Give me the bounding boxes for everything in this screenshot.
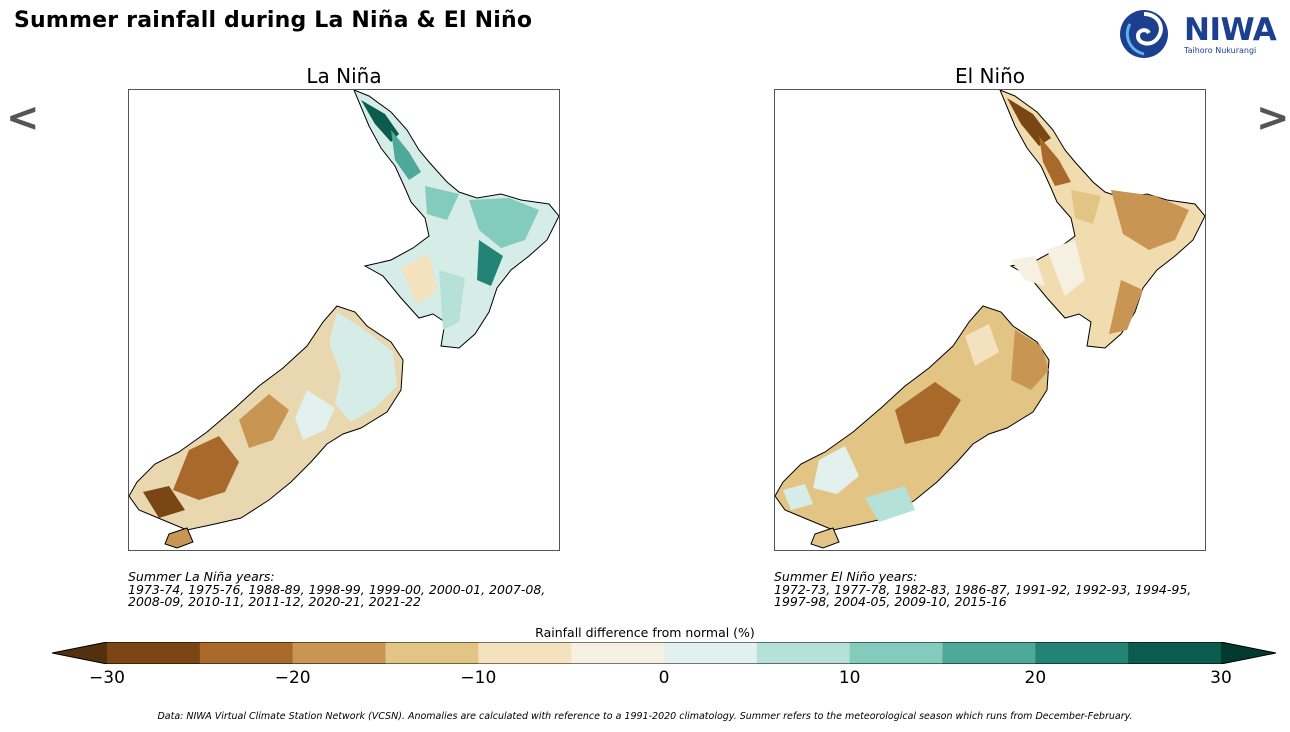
- colorbar-segment: [942, 642, 1036, 664]
- colorbar-tick-label: 0: [658, 668, 670, 688]
- colorbar-segment: [1035, 642, 1129, 664]
- colorbar-segment: [849, 642, 943, 664]
- colorbar-segment: [756, 642, 851, 664]
- el-nino-years: Summer El Niño years: 1972-73, 1977-78, …: [774, 569, 1254, 609]
- colorbar-tick-label: 10: [838, 668, 861, 688]
- colorbar-segment: [1128, 642, 1222, 664]
- colorbar-segment: [385, 642, 479, 664]
- colorbar-segment: [107, 642, 201, 664]
- previous-arrow-icon[interactable]: <: [6, 95, 40, 141]
- el-nino-years-label: Summer El Niño years:: [774, 569, 918, 584]
- colorbar-tick-label: −10: [460, 668, 497, 688]
- la-nina-title: La Niña: [306, 64, 382, 88]
- colorbar-segment: [664, 642, 758, 664]
- colorbar-segment: [478, 642, 572, 664]
- la-nina-years-line1: 1973-74, 1975-76, 1988-89, 1998-99, 1999…: [128, 581, 546, 597]
- logo-text: NIWA: [1184, 12, 1277, 48]
- el-nino-title: El Niño: [955, 64, 1025, 88]
- logo-subtitle: Taihoro Nukurangi: [1184, 46, 1257, 55]
- colorbar-tick-label: −30: [89, 668, 125, 688]
- data-source-footer: Data: NIWA Virtual Climate Station Netwo…: [157, 711, 1133, 722]
- colorbar-tick-label: 20: [1024, 668, 1047, 688]
- la-nina-years-line2: 2008-09, 2010-11, 2011-12, 2020-21, 2021…: [128, 594, 421, 609]
- colorbar-label: Rainfall difference from normal (%): [535, 625, 755, 640]
- colorbar-over-arrow: [1221, 642, 1276, 664]
- colorbar-ticks: −30 −20 −10 0 10 20 30: [0, 668, 1290, 692]
- page-title: Summer rainfall during La Niña & El Niño: [14, 8, 533, 33]
- el-nino-map: [774, 89, 1206, 551]
- colorbar: [52, 642, 1276, 664]
- la-nina-years: Summer La Niña years: 1973-74, 1975-76, …: [128, 569, 608, 609]
- el-nino-years-line2: 1997-98, 2004-05, 2009-10, 2015-16: [774, 594, 1007, 609]
- colorbar-segment: [292, 642, 386, 664]
- colorbar-segment: [571, 642, 665, 664]
- el-nino-years-line1: 1972-73, 1977-78, 1982-83, 1986-87, 1991…: [774, 581, 1192, 597]
- la-nina-years-label: Summer La Niña years:: [128, 569, 275, 584]
- el-nino-nz-map: [774, 89, 1206, 549]
- la-nina-map: [128, 89, 560, 551]
- niwa-logo: NIWA Taihoro Nukurangi: [1116, 8, 1278, 60]
- next-arrow-icon[interactable]: >: [1256, 95, 1290, 141]
- la-nina-nz-map: [128, 89, 560, 549]
- colorbar-tick-label: 30: [1210, 668, 1232, 688]
- colorbar-tick-label: −20: [274, 668, 311, 688]
- colorbar-under-arrow: [52, 642, 107, 664]
- colorbar-segment: [199, 642, 294, 664]
- niwa-swirl-icon: [1120, 10, 1168, 58]
